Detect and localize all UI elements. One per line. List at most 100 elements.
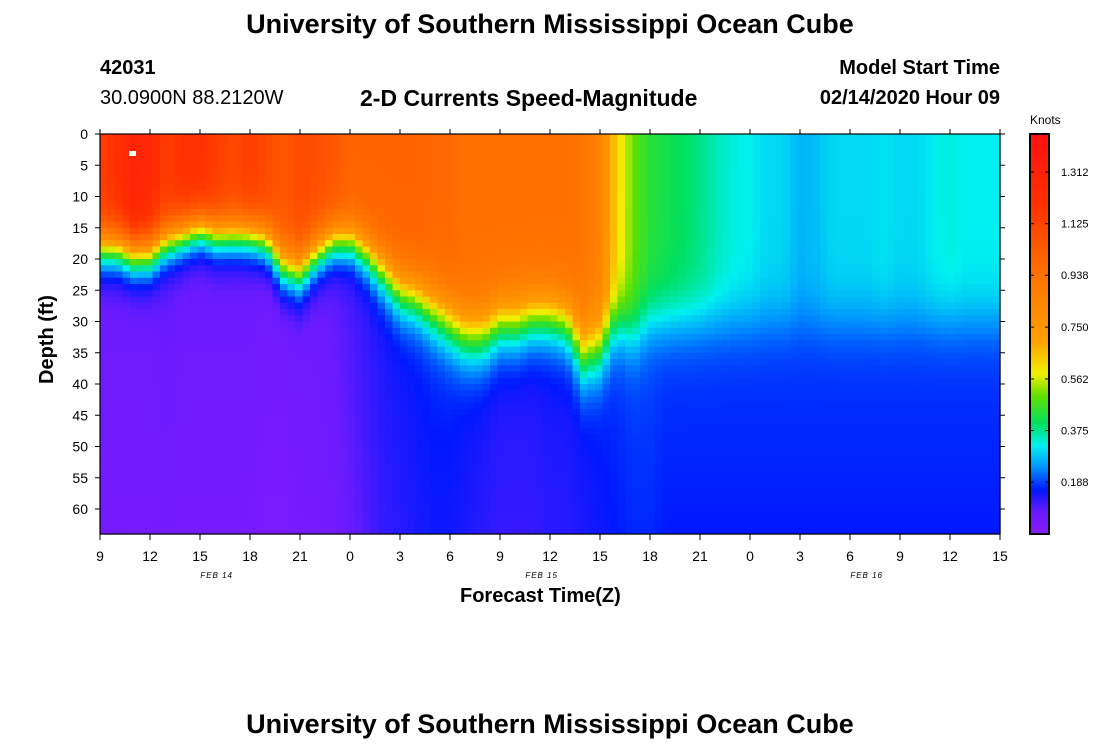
heatmap-cell <box>317 165 326 173</box>
heatmap-cell <box>122 446 131 454</box>
heatmap-cell <box>400 165 409 173</box>
heatmap-cell <box>265 402 274 410</box>
heatmap-cell <box>407 196 416 204</box>
heatmap-cell <box>280 340 289 348</box>
heatmap-cell <box>482 302 491 310</box>
heatmap-cell <box>482 134 491 141</box>
heatmap-cell <box>227 215 236 223</box>
heatmap-cell <box>400 390 409 398</box>
heatmap-cell <box>655 359 664 366</box>
heatmap-cell <box>520 421 529 429</box>
heatmap-cell <box>430 302 439 310</box>
heatmap-cell <box>512 527 521 535</box>
heatmap-cell <box>100 477 109 485</box>
heatmap-cell <box>385 490 394 498</box>
heatmap-cell <box>122 290 131 298</box>
heatmap-cell <box>602 252 611 260</box>
heatmap-cell <box>250 496 259 504</box>
heatmap-cell <box>280 165 289 173</box>
heatmap-cell <box>385 371 394 379</box>
heatmap-cell <box>160 440 169 448</box>
heatmap-cell <box>422 309 431 316</box>
heatmap-cell <box>107 246 116 254</box>
heatmap-cell <box>392 390 401 398</box>
heatmap-cell <box>235 371 244 379</box>
heatmap-cell <box>152 196 161 204</box>
heatmap-cell <box>145 177 154 185</box>
heatmap-cell <box>445 446 454 454</box>
heatmap-cell <box>362 509 371 516</box>
heatmap-cell <box>235 171 244 179</box>
heatmap-cell <box>107 284 116 291</box>
heatmap-cell <box>160 334 169 341</box>
heatmap-cell <box>197 196 206 204</box>
heatmap-cell <box>602 396 611 404</box>
heatmap-cell <box>415 190 424 198</box>
heatmap-cell <box>265 384 274 391</box>
heatmap-cell <box>182 302 191 310</box>
heatmap-cell <box>437 240 446 248</box>
heatmap-cell <box>227 465 236 473</box>
heatmap-cell <box>280 271 289 279</box>
heatmap-cell <box>490 302 499 310</box>
heatmap-cell <box>115 371 124 379</box>
heatmap-cell <box>407 152 416 160</box>
heatmap-cell <box>550 321 559 329</box>
heatmap-cell <box>160 415 169 423</box>
heatmap-cell <box>640 340 649 348</box>
heatmap-cell <box>647 415 656 423</box>
heatmap-cell <box>617 402 626 410</box>
heatmap-cell <box>317 277 326 285</box>
heatmap-cell <box>512 427 521 435</box>
heatmap-cell <box>137 152 146 160</box>
heatmap-cell <box>370 296 379 304</box>
heatmap-cell <box>415 446 424 454</box>
heatmap-cell <box>415 271 424 279</box>
heatmap-cell <box>430 484 439 491</box>
heatmap-cell <box>362 246 371 254</box>
heatmap-cell <box>580 521 589 529</box>
heatmap-cell <box>392 309 401 316</box>
heatmap-cell <box>527 202 536 210</box>
heatmap-cell <box>662 509 671 516</box>
heatmap-cell <box>347 327 356 335</box>
heatmap-cell <box>160 452 169 460</box>
heatmap-cell <box>550 152 559 160</box>
heatmap-cell <box>550 509 559 516</box>
heatmap-cell <box>340 502 349 510</box>
heatmap-cell <box>655 384 664 391</box>
heatmap-cell <box>152 515 161 523</box>
heatmap-cell <box>437 527 446 535</box>
heatmap-cell <box>662 171 671 179</box>
heatmap-cell <box>100 246 109 254</box>
heatmap-cell <box>227 346 236 354</box>
heatmap-cell <box>272 421 281 429</box>
heatmap-cell <box>295 465 304 473</box>
heatmap-cell <box>670 277 679 285</box>
heatmap-cell <box>175 334 184 341</box>
heatmap-cell <box>527 409 536 416</box>
heatmap-cell <box>220 309 229 316</box>
heatmap-cell <box>152 159 161 166</box>
heatmap-cell <box>647 202 656 210</box>
heatmap-cell <box>317 327 326 335</box>
heatmap-cell <box>280 440 289 448</box>
heatmap-cell <box>460 515 469 523</box>
heatmap-cell <box>295 177 304 185</box>
heatmap-cell <box>580 246 589 254</box>
heatmap-cell <box>580 484 589 491</box>
heatmap-cell <box>347 134 356 141</box>
heatmap-cell <box>280 427 289 435</box>
heatmap-cell <box>505 227 514 235</box>
heatmap-cell <box>280 209 289 216</box>
heatmap-cell <box>317 240 326 248</box>
heatmap-cell <box>400 471 409 479</box>
heatmap-cell <box>235 521 244 529</box>
heatmap-cell <box>265 527 274 535</box>
heatmap-cell <box>130 390 139 398</box>
heatmap-cell <box>520 527 529 535</box>
heatmap-cell <box>220 265 229 273</box>
heatmap-cell <box>137 502 146 510</box>
heatmap-cell <box>362 359 371 366</box>
heatmap-cell <box>520 434 529 441</box>
